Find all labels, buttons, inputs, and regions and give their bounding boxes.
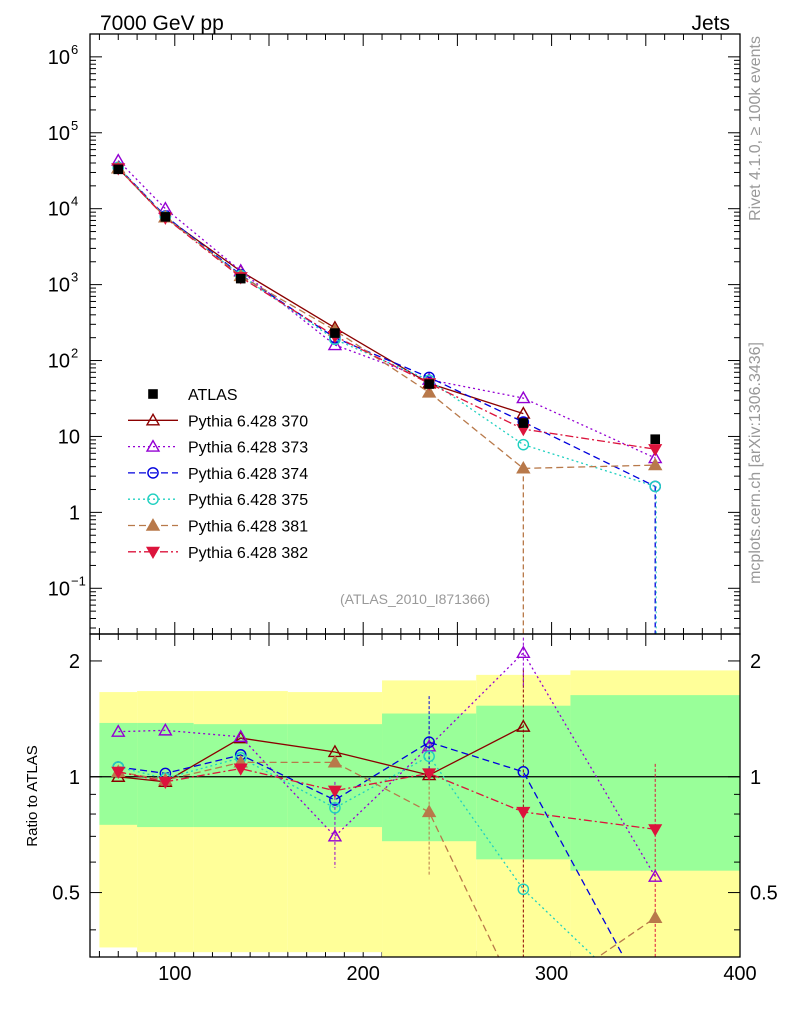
ratio-series-marker xyxy=(421,804,437,818)
ratio-series-marker xyxy=(329,802,341,814)
ratio-series-marker xyxy=(648,910,663,923)
atlas-data-point xyxy=(235,273,246,284)
legend-atlas-marker xyxy=(148,389,158,399)
ratio-y-tick-label: 1 xyxy=(69,767,80,789)
y-tick-exponent: 2 xyxy=(71,346,78,361)
ratio-series-marker xyxy=(327,828,343,842)
y-tick-label: 10 xyxy=(48,199,70,221)
main-series-marker xyxy=(649,480,662,493)
atlas-data-point xyxy=(160,212,171,222)
ratio-series-marker xyxy=(517,766,530,778)
legend-marker xyxy=(145,546,161,560)
ratio-y-tick-label-right: 1 xyxy=(750,767,761,789)
main-series-line xyxy=(117,167,524,415)
ratio-series-marker xyxy=(158,776,173,790)
main-series-marker xyxy=(421,385,437,398)
ratio-y-tick-label-right: 0.5 xyxy=(750,883,778,905)
ratio-series-marker xyxy=(423,750,435,763)
main-series-line xyxy=(117,167,656,450)
y-tick-label: 10 xyxy=(48,123,70,145)
header-process: Jets xyxy=(691,12,730,35)
ratio-series-marker xyxy=(648,869,663,882)
main-series-marker xyxy=(648,457,663,471)
main-annotation: (ATLAS_2010_I871366) xyxy=(340,591,490,607)
legend-marker xyxy=(145,518,161,531)
legend-marker xyxy=(147,467,159,479)
y-tick-exponent: 5 xyxy=(71,118,78,133)
y-tick-label: 10 xyxy=(58,426,80,448)
y-tick-label: 1 xyxy=(69,502,80,524)
legend-marker xyxy=(147,493,159,506)
x-tick-label: 300 xyxy=(535,963,568,985)
ratio-y-tick-label: 2 xyxy=(69,651,80,673)
legend-label: Pythia 6.428 370 xyxy=(188,413,308,430)
ratio-series-marker xyxy=(233,729,248,743)
atlas-data-point xyxy=(330,328,340,338)
ratio-series-marker xyxy=(516,645,531,658)
ratio-series-group xyxy=(111,637,663,957)
main-series-marker xyxy=(517,438,530,451)
y-tick-exponent: −1 xyxy=(71,573,86,588)
atlas-data-point xyxy=(650,434,661,445)
legend-label: Pythia 6.428 374 xyxy=(188,466,308,483)
ratio-y-tick-label-right: 2 xyxy=(750,651,761,673)
ratio-series-line xyxy=(118,726,524,783)
atlas-data-point xyxy=(424,379,434,389)
main-series-line xyxy=(117,166,656,488)
ratio-series-marker xyxy=(158,722,173,736)
main-series-line xyxy=(117,160,656,459)
main-series-line xyxy=(117,166,656,487)
legend-label: Pythia 6.428 382 xyxy=(188,545,308,562)
y-tick-label: 10 xyxy=(48,578,70,600)
y-tick-label: 10 xyxy=(48,47,70,69)
x-tick-label: 200 xyxy=(347,963,380,985)
atlas-data-point xyxy=(518,418,529,428)
ratio-y-tick-label: 0.5 xyxy=(52,883,80,905)
y-tick-label: 10 xyxy=(48,351,70,373)
ratio-band-green xyxy=(287,724,383,828)
y-tick-label: 10 xyxy=(48,275,70,297)
legend-label: Pythia 6.428 381 xyxy=(188,519,308,536)
y-tick-exponent: 6 xyxy=(71,42,78,57)
y-tick-exponent: 4 xyxy=(71,194,78,209)
main-series-marker xyxy=(516,406,531,419)
y-tick-exponent: 3 xyxy=(71,270,78,285)
ratio-series-marker xyxy=(648,824,663,837)
legend-label: Pythia 6.428 373 xyxy=(188,440,308,457)
legend-label: Pythia 6.428 375 xyxy=(188,492,308,509)
mcplots-label: mcplots.cern.ch [arXiv:1306.3436] xyxy=(747,342,764,584)
ratio-series-marker xyxy=(422,768,437,781)
ratio-series-marker xyxy=(327,785,342,798)
ratio-ylabel: Ratio to ATLAS xyxy=(24,745,41,846)
ratio-series-marker xyxy=(111,766,126,780)
main-series-marker xyxy=(516,390,531,404)
ratio-series-marker xyxy=(516,806,531,820)
legend-marker xyxy=(145,412,161,426)
ratio-panel: 100 200 300 400 0.5 0.5 1 1 2 2 xyxy=(52,633,778,985)
header-energy: 7000 GeV pp xyxy=(100,12,224,35)
main-series-marker xyxy=(648,444,663,457)
ratio-series-marker xyxy=(423,736,435,748)
legend-label: ATLAS xyxy=(188,387,238,404)
atlas-data-point xyxy=(113,164,124,175)
ratio-series-marker xyxy=(517,883,530,896)
rivet-label: Rivet 4.1.0, ≥ 100k events xyxy=(747,36,764,221)
main-series-marker xyxy=(516,460,531,474)
legend: ATLAS Pythia 6.428 370 Pythia 6.428 373 Pyt… xyxy=(128,387,308,562)
legend-marker xyxy=(145,439,161,452)
ratio-series-marker xyxy=(327,754,343,768)
ratio-series-marker xyxy=(516,719,531,732)
ratio-series-marker xyxy=(233,763,248,776)
ratio-series-marker xyxy=(111,724,126,737)
x-tick-label: 100 xyxy=(158,963,191,985)
x-tick-label: 400 xyxy=(723,963,756,985)
ratio-frame xyxy=(89,633,741,958)
